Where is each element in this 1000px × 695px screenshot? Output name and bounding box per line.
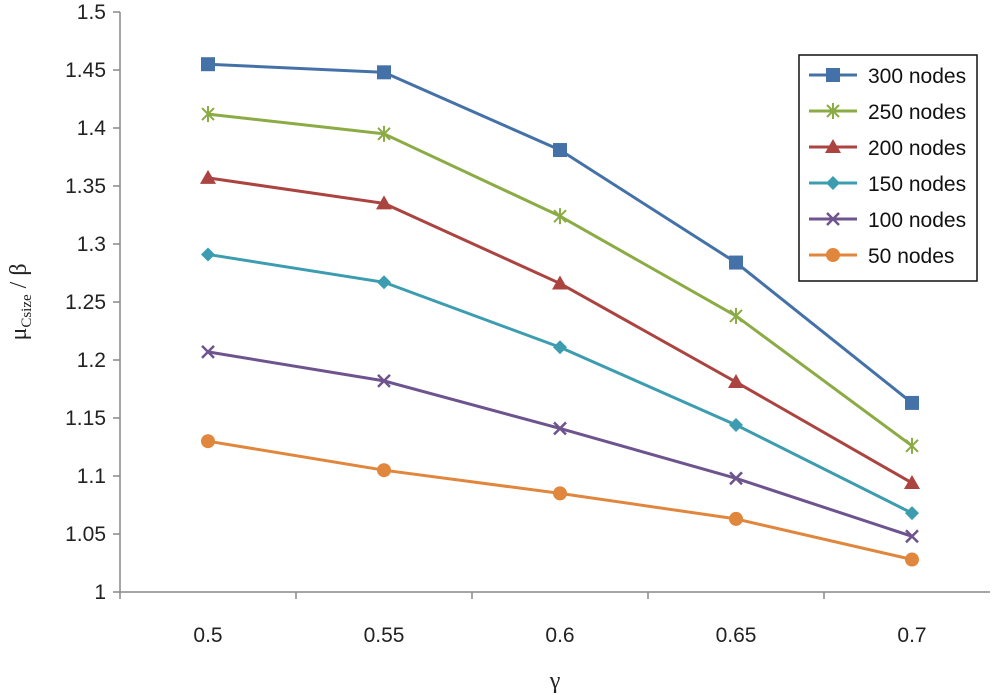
y-axis-title-main: μ: [6, 328, 32, 341]
data-point-circle: [905, 552, 919, 567]
x-axis-title: γ: [549, 668, 561, 694]
legend-label: 150 nodes: [868, 173, 966, 196]
series-layer: [200, 57, 920, 567]
legend-marker-diamond: [826, 176, 840, 190]
x-tick-label: 0.7: [897, 624, 926, 647]
data-point-square: [377, 65, 391, 80]
legend-item: 150 nodes: [809, 173, 966, 196]
x-tick-label: 0.5: [193, 624, 222, 647]
legend-label: 300 nodes: [868, 65, 966, 88]
series-300-nodes: [201, 57, 919, 410]
data-point-x-stroke: [201, 344, 215, 359]
x-tick-label: 0.55: [364, 624, 405, 647]
y-tick-label: 1.5: [77, 1, 106, 24]
y-tick-label: 1: [94, 581, 106, 604]
data-point-square: [201, 57, 215, 72]
series-250-nodes: [201, 106, 919, 454]
legend-label: 200 nodes: [868, 137, 966, 160]
data-point-circle: [377, 463, 391, 478]
legend: 300 nodes 250 nodes 200 nodes 150 nodes 100 …: [798, 54, 978, 282]
legend-marker-x: [826, 212, 840, 226]
legend-label: 100 nodes: [868, 209, 966, 232]
data-point-asterisk: [553, 208, 567, 225]
data-point-circle: [729, 511, 743, 526]
legend-item: 300 nodes: [809, 65, 966, 88]
series-line: [207, 252, 913, 515]
legend-marker-asterisk: [826, 103, 840, 119]
series-100-nodes: [201, 344, 919, 544]
data-point-x-stroke: [729, 471, 743, 486]
y-tick-label: 1.35: [65, 175, 106, 198]
legend-marker-x-stroke: [826, 212, 840, 226]
legend-item: 50 nodes: [809, 245, 954, 268]
legend-label: 250 nodes: [868, 101, 966, 124]
data-point-x: [553, 421, 567, 436]
data-point-x-stroke: [377, 373, 391, 388]
data-point-diamond: [905, 506, 919, 521]
legend-label: 50 nodes: [868, 245, 954, 268]
data-point-x: [905, 529, 919, 544]
data-point-x: [729, 471, 743, 486]
y-axis-title-tail: / β: [6, 263, 32, 294]
y-axis-title: μCsize / β: [6, 263, 35, 340]
data-point-diamond: [553, 340, 567, 355]
y-tick-label: 1.05: [65, 523, 106, 546]
data-point-triangle: [728, 374, 744, 389]
data-point-triangle: [552, 275, 568, 290]
series-200-nodes: [200, 169, 920, 489]
y-tick-label: 1.45: [65, 59, 106, 82]
x-tick-label: 0.65: [716, 624, 757, 647]
data-point-square: [553, 143, 567, 158]
data-point-asterisk: [377, 125, 391, 142]
data-point-circle: [553, 486, 567, 501]
data-point-triangle: [376, 195, 392, 210]
data-point-circle: [201, 434, 215, 449]
y-tick-label: 1.1: [77, 465, 106, 488]
data-point-x-stroke: [553, 421, 567, 436]
data-point-triangle: [904, 474, 920, 489]
y-tick-label: 1.4: [77, 117, 107, 140]
series-line: [207, 350, 913, 538]
legend-box: [798, 54, 978, 282]
axes: 1 1.05 1.1 1.15 1.2 1.25 1.3 1.35 1.4 1.45 1.5 0.5 0…: [65, 1, 990, 647]
data-point-x: [377, 373, 391, 388]
legend-marker-triangle: [825, 139, 841, 153]
legend-marker-circle: [826, 248, 840, 262]
legend-item: 100 nodes: [809, 209, 966, 232]
y-axis-title-sub: Csize: [19, 294, 35, 328]
data-point-square: [905, 395, 919, 410]
data-point-x-stroke: [905, 529, 919, 544]
data-point-asterisk: [905, 437, 919, 454]
data-point-diamond: [201, 247, 215, 262]
data-point-square: [729, 255, 743, 270]
data-point-asterisk: [201, 106, 215, 123]
data-point-diamond: [729, 417, 743, 432]
y-tick-label: 1.2: [77, 349, 106, 372]
series-50-nodes: [201, 434, 919, 567]
data-point-triangle: [200, 169, 216, 184]
legend-item: 250 nodes: [809, 101, 966, 124]
series-150-nodes: [201, 247, 919, 521]
y-tick-label: 1.3: [77, 233, 106, 256]
legend-marker-square: [826, 68, 840, 82]
x-tick-label: 0.6: [545, 624, 574, 647]
y-tick-label: 1.15: [65, 407, 106, 430]
legend-item: 200 nodes: [809, 137, 966, 160]
y-tick-label: 1.25: [65, 291, 106, 314]
data-point-diamond: [377, 275, 391, 290]
data-point-x: [201, 344, 215, 359]
data-point-asterisk: [729, 307, 743, 324]
